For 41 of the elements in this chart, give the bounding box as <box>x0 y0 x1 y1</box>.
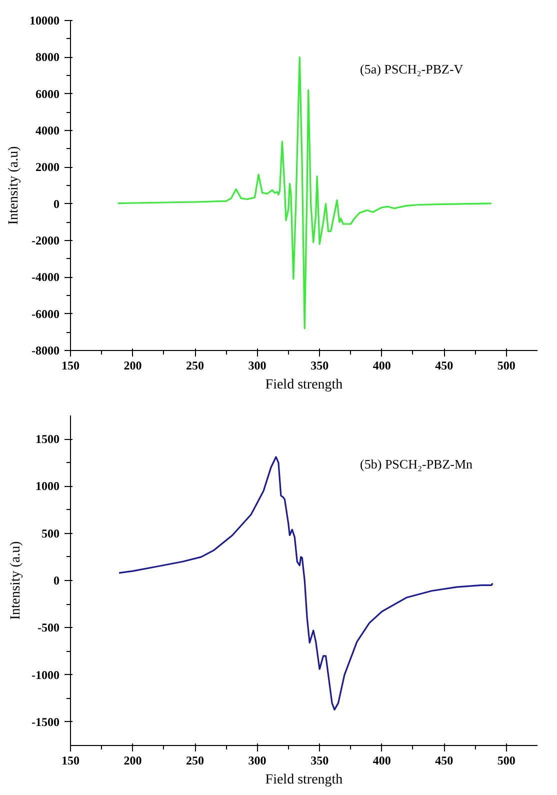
x-tick-label: 400 <box>372 358 391 372</box>
y-tick-label: 1000 <box>36 479 60 494</box>
y-tick-label: 10000 <box>30 14 60 28</box>
x-tick-label: 350 <box>310 358 329 372</box>
y-axis-title: Intensity (a.u) <box>8 540 24 620</box>
x-tick-label: 200 <box>124 754 142 768</box>
x-axis-title: Field strength <box>265 378 343 392</box>
x-tick-label: 150 <box>62 754 80 768</box>
x-tick-label: 250 <box>186 754 204 768</box>
y-tick-label: 8000 <box>36 50 60 64</box>
x-tick-label: 300 <box>248 754 266 768</box>
y-tick-label: -8000 <box>32 344 60 358</box>
annotation: (5b) PSCH₂-PBZ-Mn <box>360 456 474 472</box>
x-tick-label: 500 <box>497 754 516 768</box>
y-tick-label: 0 <box>54 574 60 588</box>
y-tick-label: -4000 <box>32 270 60 284</box>
y-tick-label: 2000 <box>36 160 60 174</box>
x-tick-label: 300 <box>248 358 266 372</box>
y-tick-label: 6000 <box>36 86 60 101</box>
y-tick-label: -2000 <box>32 234 60 248</box>
x-tick-label: 450 <box>435 358 454 372</box>
y-tick-label: 500 <box>42 526 60 540</box>
x-tick-label: 200 <box>124 358 142 372</box>
line-series <box>118 456 494 710</box>
y-tick-label: 1500 <box>36 432 60 446</box>
y-tick-label: -6000 <box>32 306 60 321</box>
x-tick-label: 150 <box>62 358 80 372</box>
x-tick-label: 450 <box>435 754 454 768</box>
y-tick-label: -500 <box>38 620 60 635</box>
x-tick-label: 400 <box>372 754 391 768</box>
x-tick-label: 500 <box>497 358 516 372</box>
x-axis-title: Field strength <box>265 772 343 788</box>
y-tick-label: 0 <box>54 196 60 211</box>
x-tick-label: 250 <box>186 358 204 372</box>
line-series <box>117 56 492 330</box>
y-axis-title: Intensity (a.u) <box>6 146 22 225</box>
y-tick-label: 4000 <box>36 124 60 138</box>
annotation: (5a) PSCH₂-PBZ-V <box>360 62 464 77</box>
y-tick-label: -1500 <box>32 714 60 729</box>
x-tick-label: 350 <box>310 754 329 768</box>
y-tick-label: -1000 <box>32 668 60 682</box>
